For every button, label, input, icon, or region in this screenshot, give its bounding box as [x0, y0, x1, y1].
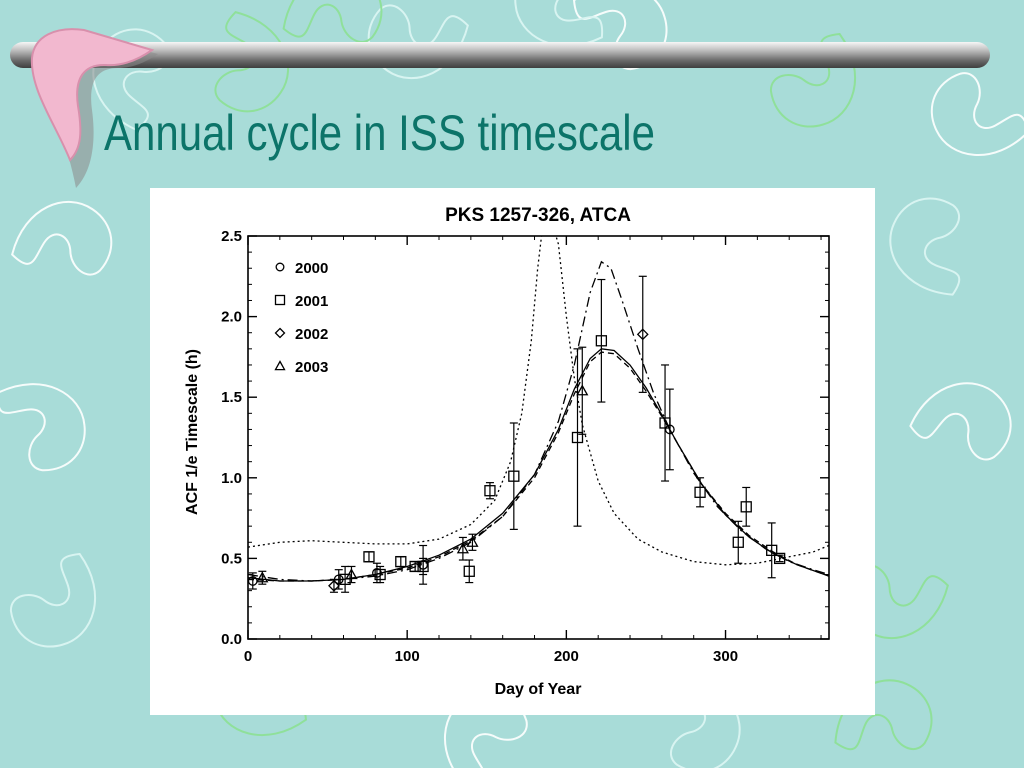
x-tick-label: 300: [713, 648, 738, 665]
data-point-2002: [328, 579, 340, 592]
data-point-2001: [484, 485, 496, 497]
data-point-2003: [576, 384, 589, 396]
data-point-2001: [508, 470, 520, 482]
legend-marker-2000: [275, 262, 285, 272]
data-point-2001: [463, 565, 475, 577]
data-point-2001: [595, 335, 608, 347]
boomerang-outline-12: [0, 383, 86, 472]
legend-marker-2001: [274, 294, 286, 306]
chart: PKS 1257-326, ATCA Day of Year ACF 1/e T…: [184, 205, 830, 698]
boomerang-outline-16: [282, 0, 383, 43]
y-tick-label: 1.0: [221, 470, 242, 487]
data-point-2001: [766, 544, 778, 556]
boomerang-outline-6: [909, 382, 1012, 461]
chart-panel: PKS 1257-326, ATCA Day of Year ACF 1/e T…: [150, 188, 875, 715]
legend-label-2002: 2002: [295, 326, 328, 343]
boomerang-outline-3: [572, 0, 668, 71]
boomerang-outline-2: [367, 4, 469, 80]
slide-title: Annual cycle in ISS timescale: [104, 105, 655, 161]
pink-boomerang-decoration: [30, 28, 158, 189]
x-tick-label: 100: [395, 648, 420, 665]
x-axis-label: Day of Year: [495, 681, 582, 698]
model-curve-solid: [248, 348, 829, 582]
model-curve-dashed: [248, 351, 829, 582]
model-curve-dotted: [248, 236, 829, 566]
data-point-2001: [774, 552, 786, 565]
data-point-2003: [456, 542, 469, 554]
data-point-2002: [636, 328, 649, 341]
data-point-2001: [732, 536, 744, 548]
legend-label-2000: 2000: [295, 260, 328, 277]
data-point-2003: [256, 571, 269, 583]
y-tick-label: 1.5: [221, 389, 242, 406]
model-curves: [248, 236, 829, 582]
y-tick-label: 0.5: [221, 550, 242, 567]
legend-marker-2002: [274, 327, 286, 339]
data-point-2001: [409, 560, 421, 573]
data-point-2003: [466, 535, 479, 547]
data-point-2001: [417, 560, 429, 573]
data-point-2001: [374, 568, 386, 581]
plot-frame: [247, 235, 830, 640]
boomerang-outline-9: [444, 690, 528, 768]
legend-label-2001: 2001: [295, 293, 328, 310]
model-curve-dash-dot: [248, 260, 829, 582]
data-point-2001: [659, 417, 671, 429]
y-tick-label: 2.5: [221, 228, 242, 245]
data-point-2001: [395, 555, 407, 568]
data-point-2001: [694, 486, 706, 498]
y-tick-label: 2.0: [221, 309, 242, 326]
chart-title: PKS 1257-326, ATCA: [445, 205, 631, 226]
y-tick-label: 0.0: [221, 631, 242, 648]
boomerang-outline-17: [514, 0, 604, 47]
data-point-2001: [571, 431, 584, 444]
boomerang-outline-15: [930, 72, 1024, 156]
boomerang-outline-13: [834, 679, 933, 751]
data-point-2001: [339, 573, 351, 586]
data-point-2001: [363, 551, 375, 563]
title-bar-decoration: [10, 42, 990, 68]
data-point-2003: [345, 568, 358, 580]
x-tick-label: 200: [554, 648, 579, 665]
y-axis-label: ACF 1/e Timescale (h): [184, 349, 201, 515]
boomerang-outline-5: [889, 197, 961, 296]
boomerang-outline-11: [9, 552, 96, 648]
boomerang-outline-0: [11, 200, 113, 276]
data-point-2001: [740, 501, 752, 513]
legend-label-2003: 2003: [295, 359, 328, 376]
data-point-2000: [372, 568, 382, 578]
legend-marker-2003: [274, 360, 286, 371]
x-tick-label: 0: [244, 648, 252, 665]
